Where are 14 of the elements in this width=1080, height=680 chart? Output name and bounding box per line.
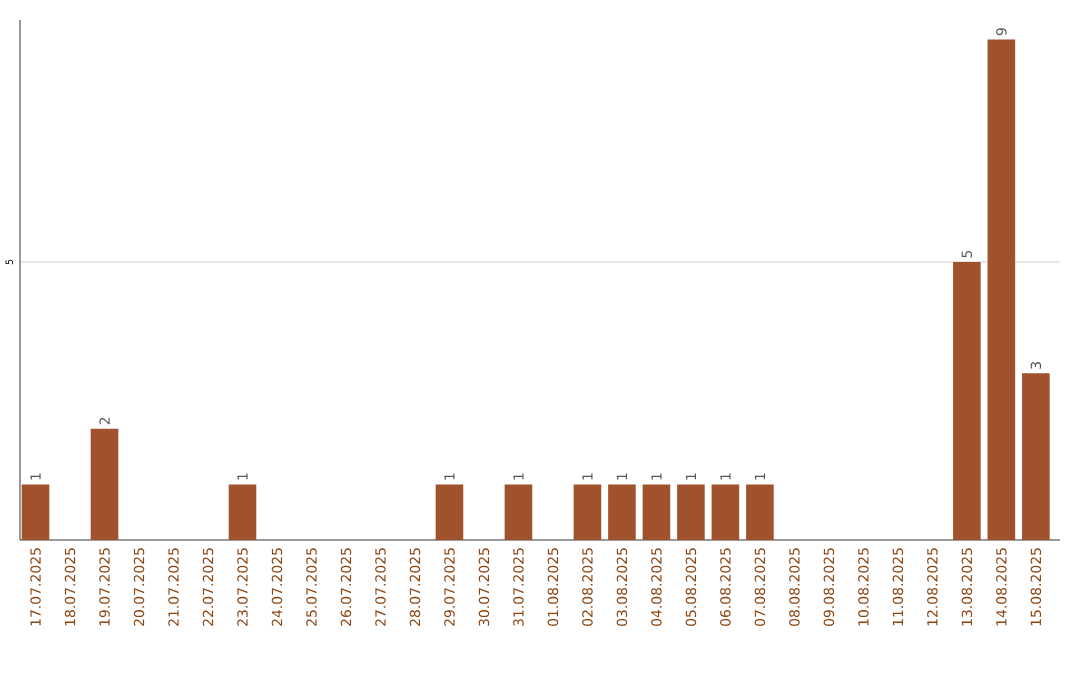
bar: [642, 484, 671, 540]
bar: [711, 484, 740, 540]
bar: [504, 484, 533, 540]
bar: [228, 484, 257, 540]
bar: [987, 39, 1016, 540]
bar: [90, 428, 119, 540]
bar: [21, 484, 50, 540]
bar: [1022, 373, 1050, 540]
bar: [746, 484, 774, 540]
bar: [435, 484, 464, 540]
bar: [953, 261, 981, 540]
bar: [573, 484, 602, 540]
bar: [608, 484, 636, 540]
bar: [677, 484, 705, 540]
